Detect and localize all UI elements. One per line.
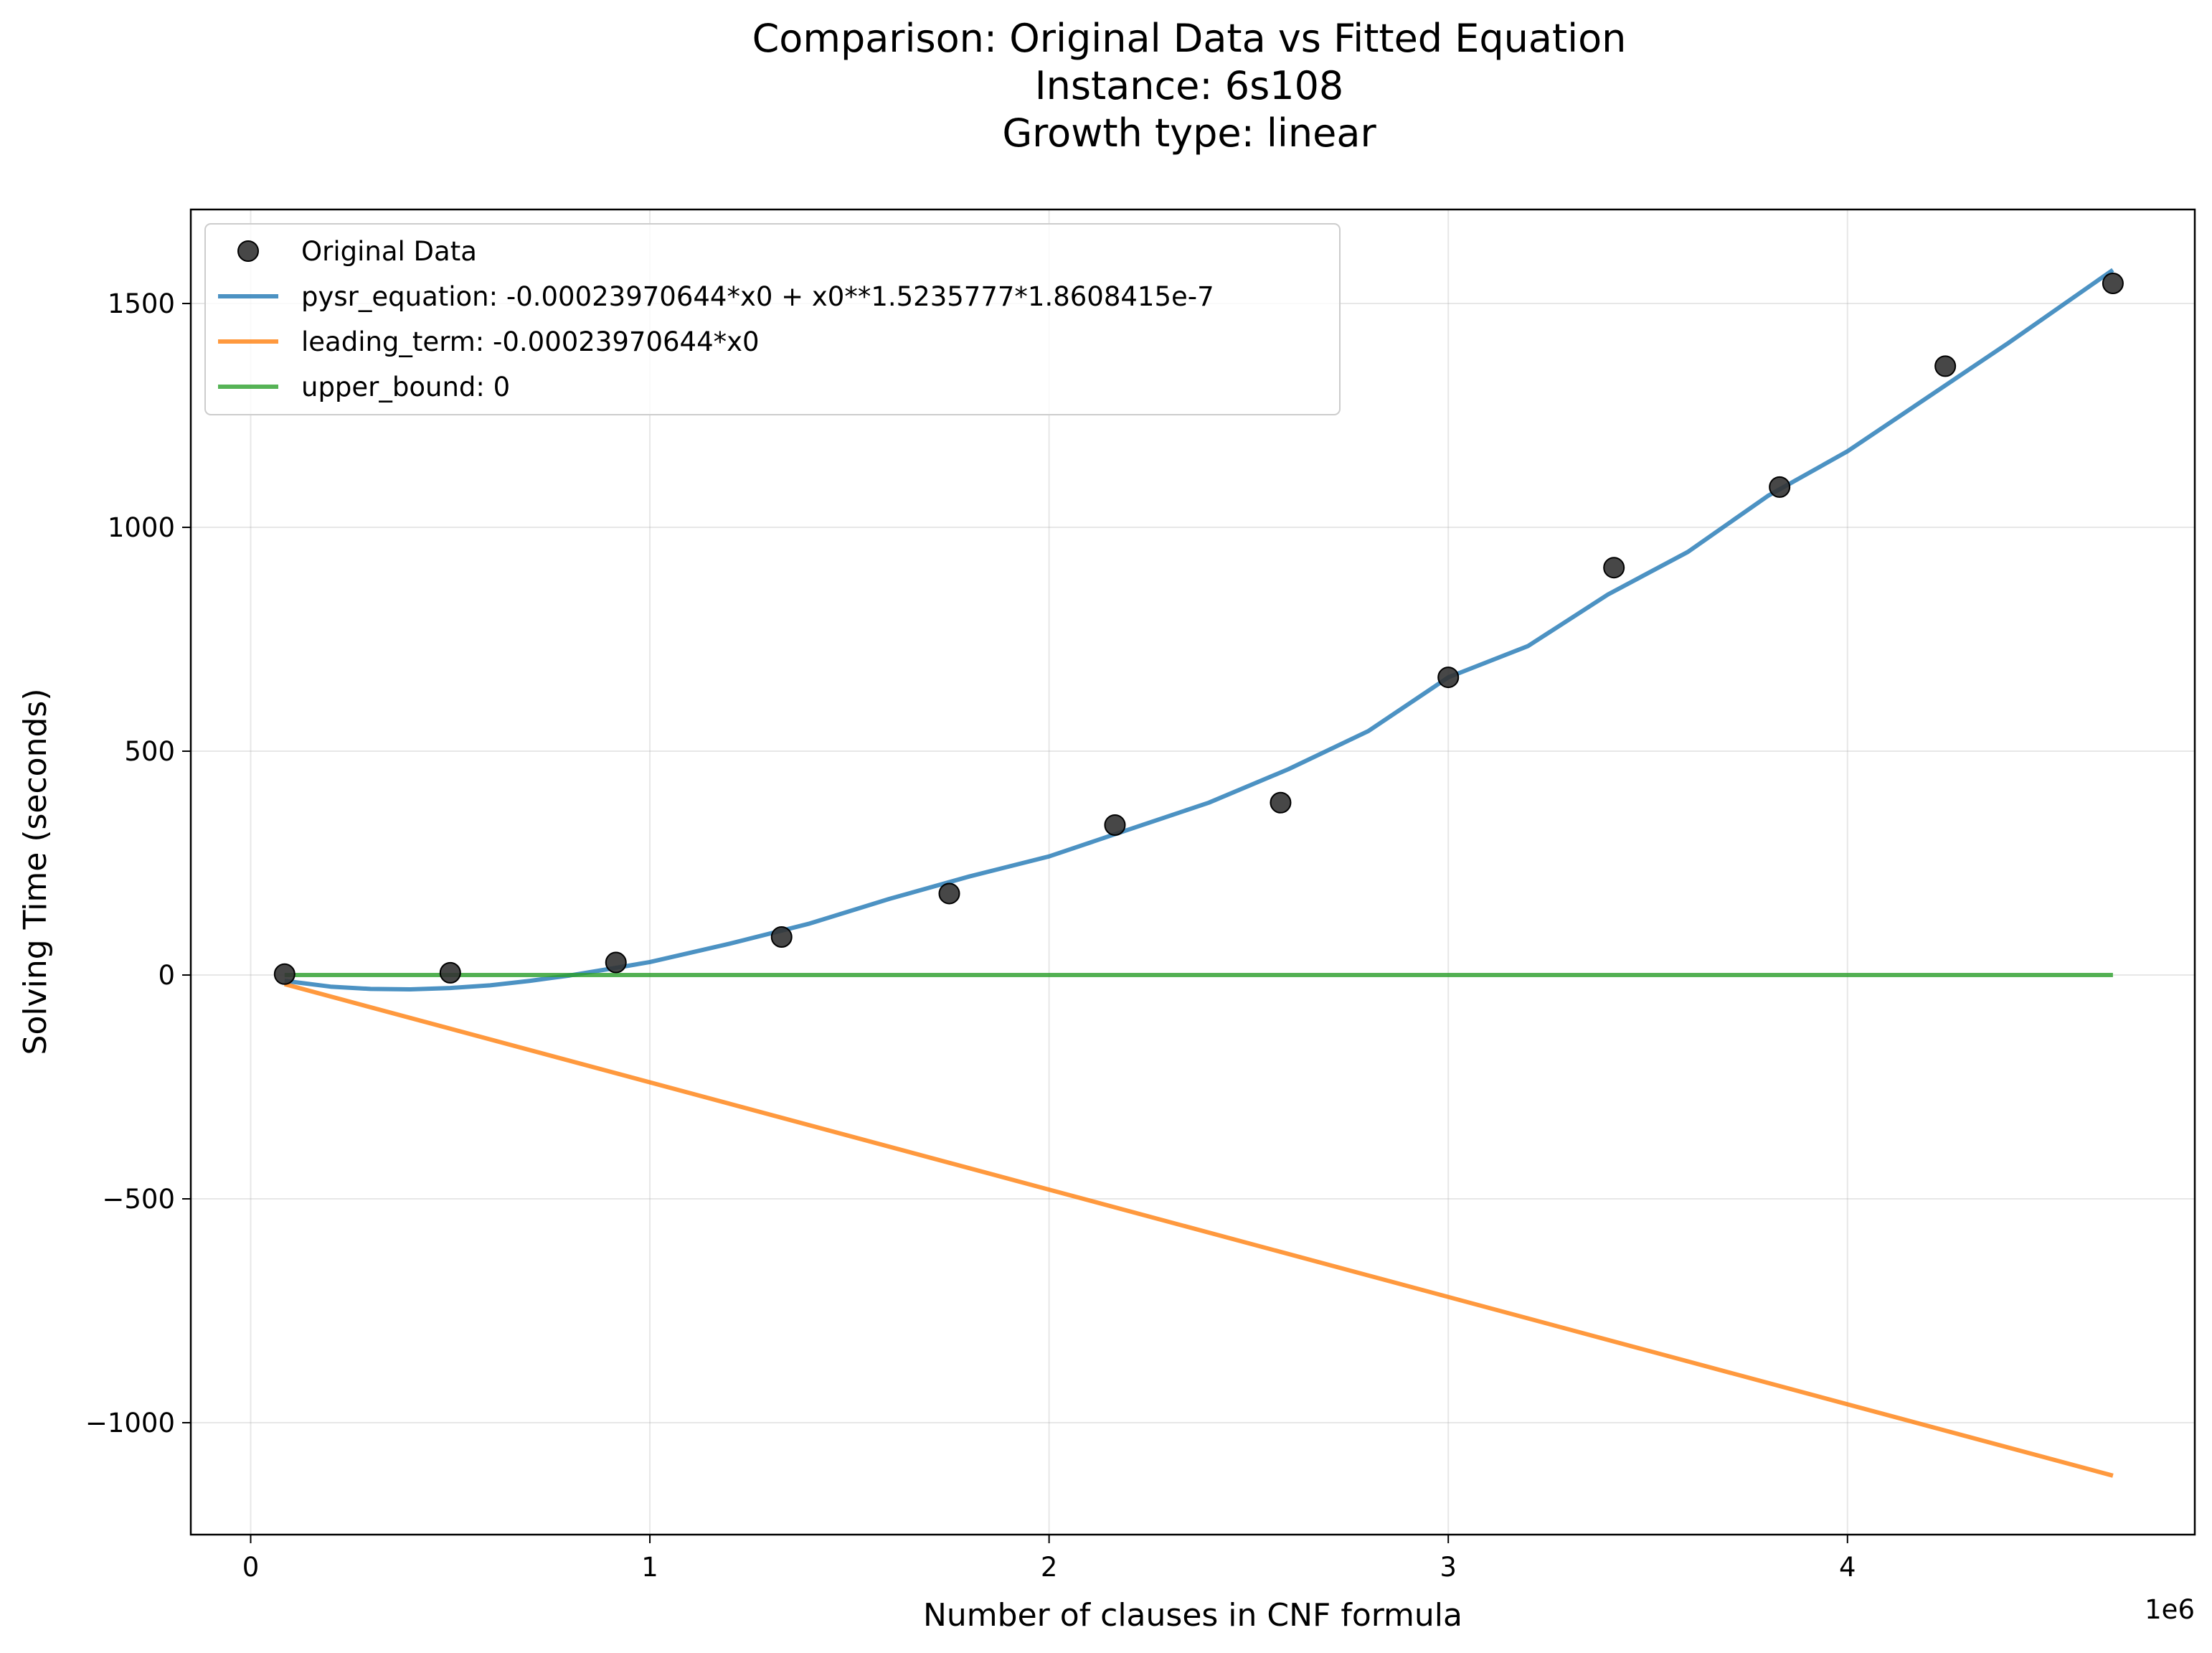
chart-title-line-3: Growth type: linear <box>1002 110 1376 156</box>
data-point <box>439 961 461 984</box>
data-point <box>1603 557 1625 579</box>
data-point <box>1934 355 1957 377</box>
y-tick-label: 0 <box>158 960 175 991</box>
data-point <box>1270 791 1292 814</box>
series-layer <box>284 268 2114 1478</box>
x-tick-label: 2 <box>1041 1552 1058 1583</box>
data-point <box>1437 667 1460 689</box>
legend-marker-original-data <box>237 240 259 262</box>
x-tick-label: 3 <box>1440 1552 1457 1583</box>
data-point <box>1104 814 1126 836</box>
data-point <box>1769 476 1791 498</box>
y-axis-label: Solving Time (seconds) <box>17 689 54 1055</box>
y-tick-label: −1000 <box>85 1408 175 1438</box>
plot-frame <box>189 208 2196 1536</box>
data-point <box>273 963 296 985</box>
y-axis-ticks: −1000 −500 0 500 1000 1500 <box>85 288 191 1438</box>
x-axis-offset-text: 1e6 <box>2145 1594 2195 1625</box>
data-point <box>2102 272 2124 294</box>
series-line-leading-term <box>284 981 2114 1478</box>
x-tick-label: 0 <box>242 1552 260 1583</box>
y-tick-label: 1000 <box>108 512 175 543</box>
legend-label-leading-term: leading_term: -0.00023970644*x0 <box>301 326 760 357</box>
legend-label-original-data: Original Data <box>301 236 477 267</box>
y-tick-label: 1500 <box>108 288 175 319</box>
data-point <box>938 882 960 905</box>
data-point <box>770 926 793 948</box>
x-axis-ticks: 0 1 2 3 4 <box>242 1535 1856 1583</box>
legend-label-pysr-equation: pysr_equation: -0.00023970644*x0 + x0**1… <box>301 281 1214 312</box>
legend: Original Data pysr_equation: -0.00023970… <box>204 223 1341 415</box>
y-tick-label: −500 <box>102 1184 175 1215</box>
series-line-pysr-equation <box>284 268 2114 992</box>
y-tick-label: 500 <box>124 736 175 767</box>
chart-title-line-2: Instance: 6s108 <box>1035 63 1344 108</box>
x-tick-label: 4 <box>1839 1552 1856 1583</box>
chart-title-line-1: Comparison: Original Data vs Fitted Equa… <box>752 16 1627 61</box>
legend-frame <box>204 223 1341 415</box>
data-point <box>605 951 627 974</box>
scatter-layer <box>273 272 2124 985</box>
x-axis-label: Number of clauses in CNF formula <box>923 1597 1462 1634</box>
legend-label-upper-bound: upper_bound: 0 <box>301 372 510 402</box>
x-tick-label: 1 <box>641 1552 658 1583</box>
